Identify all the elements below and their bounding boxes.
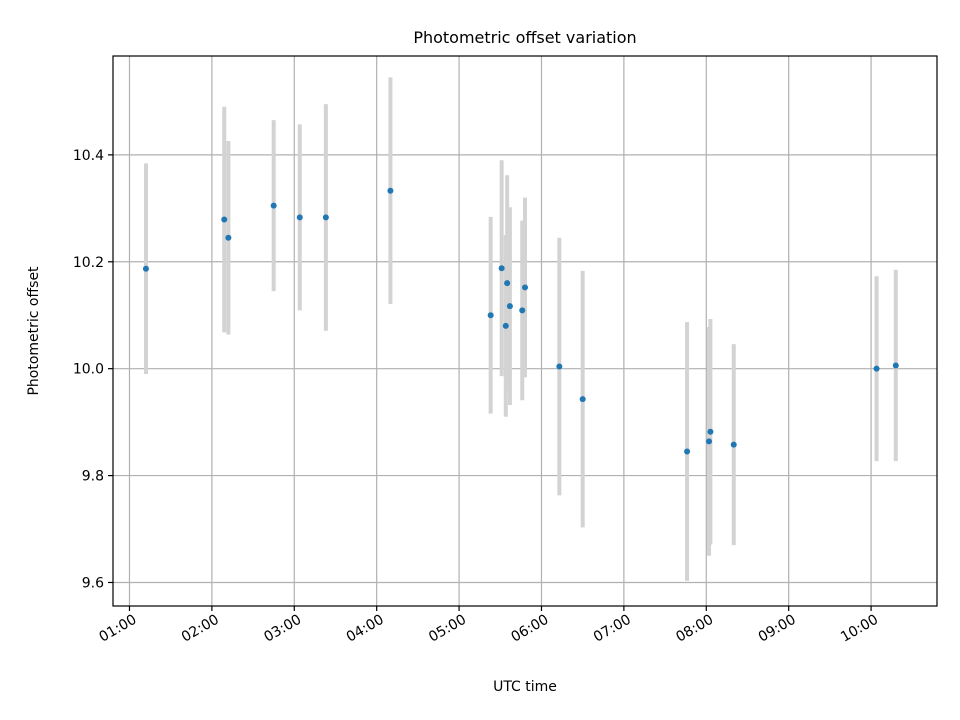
data-point [502,322,509,329]
y-tick-label: 10.2 [73,255,104,271]
data-point [142,265,149,272]
chart-title: Photometric offset variation [413,28,636,47]
data-point [706,438,713,445]
data-point [296,214,303,221]
y-tick-label: 10.0 [73,362,104,378]
data-point [707,428,714,435]
data-point [487,312,494,319]
data-point [684,448,691,455]
data-point [221,216,228,223]
data-point [892,362,899,369]
data-point [506,303,513,310]
data-point [498,265,505,272]
data-point [556,363,563,370]
x-axis-label: UTC time [493,679,557,695]
data-point [519,307,526,314]
data-point [579,396,586,403]
data-point [387,187,394,194]
data-point [873,365,880,372]
data-point [730,441,737,448]
y-tick-label: 9.8 [82,469,104,485]
y-axis-label: Photometric offset [26,266,42,396]
data-point [322,214,329,221]
data-point [504,280,511,287]
data-point [270,202,277,209]
data-points [142,187,899,455]
y-tick-label: 9.6 [82,575,104,591]
plot-area-frame [112,55,938,607]
data-point [225,234,232,241]
data-point [522,284,528,291]
y-tick-label: 10.4 [73,148,104,164]
